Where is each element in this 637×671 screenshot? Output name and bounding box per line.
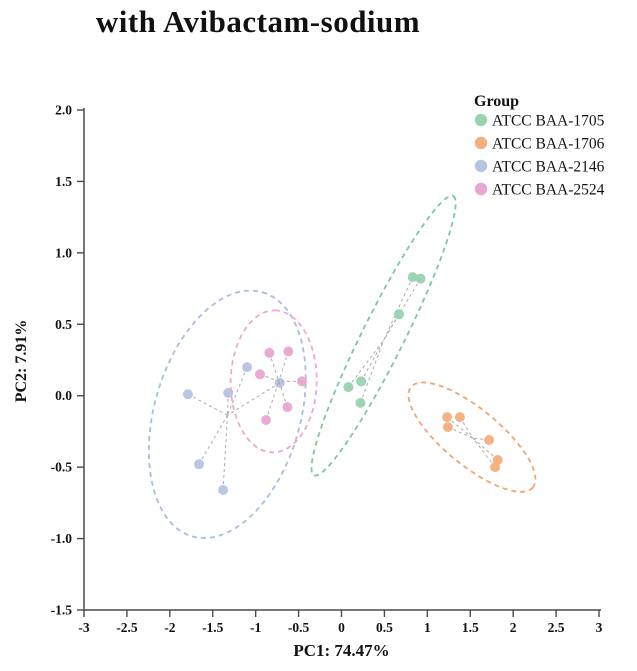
scatter-point-atcc-baa-1706 — [442, 422, 453, 433]
confidence-ellipse-atcc-baa-1705 — [310, 194, 457, 477]
x-tick-label: -1.5 — [202, 620, 224, 635]
scatter-point-atcc-baa-1705 — [343, 382, 354, 393]
x-tick-label: 2 — [510, 620, 517, 635]
scatter-point-atcc-baa-1705 — [415, 273, 426, 284]
spider-line — [227, 366, 248, 416]
spider-line — [347, 339, 385, 388]
scatter-point-atcc-baa-2146 — [218, 485, 229, 495]
legend-swatch-atcc-baa-2146 — [474, 159, 488, 173]
x-tick-label: -1 — [250, 620, 261, 635]
spider-line — [383, 314, 400, 341]
y-tick-label: 1.5 — [55, 174, 72, 189]
confidence-ellipse-atcc-baa-2524 — [229, 309, 318, 454]
spider-line — [360, 339, 385, 382]
scatter-point-atcc-baa-1706 — [442, 412, 453, 423]
y-tick-label: -1.5 — [51, 603, 73, 618]
scatter-point-atcc-baa-2524 — [283, 346, 294, 357]
spider-line — [459, 416, 474, 439]
x-tick-label: 0 — [338, 620, 345, 635]
legend-swatch-atcc-baa-1706 — [474, 136, 488, 150]
scatter-point-atcc-baa-2146 — [242, 362, 253, 373]
legend-title: Group — [474, 93, 519, 110]
y-tick-label: 2.0 — [55, 103, 72, 118]
legend-swatch-atcc-baa-1705 — [474, 113, 488, 127]
spider-line — [227, 382, 280, 416]
x-tick-label: -0.5 — [288, 620, 310, 635]
spider-line — [278, 381, 288, 408]
scatter-point-atcc-baa-2524 — [297, 376, 307, 387]
scatter-point-atcc-baa-1706 — [454, 412, 465, 423]
spider-line — [265, 381, 280, 421]
x-tick-label: 0.5 — [376, 620, 393, 635]
y-tick-label: -1.0 — [51, 531, 73, 546]
scatter-point-atcc-baa-2524 — [264, 347, 275, 358]
spider-line — [198, 414, 228, 465]
scatter-point-atcc-baa-1705 — [394, 309, 404, 320]
spider-line — [359, 340, 385, 404]
scatter-point-atcc-baa-2146 — [182, 389, 193, 400]
x-tick-label: 3 — [596, 620, 603, 635]
legend-label-atcc-baa-2524: ATCC BAA-2524 — [492, 182, 605, 199]
x-tick-label: -2.5 — [116, 620, 138, 635]
scatter-point-atcc-baa-2146 — [194, 459, 204, 470]
legend-label-atcc-baa-2146: ATCC BAA-2146 — [492, 159, 605, 176]
scatter-point-atcc-baa-1706 — [484, 435, 495, 445]
spider-line — [187, 393, 228, 416]
scatter-point-atcc-baa-2524 — [261, 415, 271, 425]
spider-line — [268, 352, 280, 382]
x-tick-label: 1.5 — [462, 620, 479, 635]
spider-line — [383, 276, 414, 341]
legend-label-atcc-baa-1706: ATCC BAA-1706 — [492, 136, 605, 153]
legend-label-atcc-baa-1705: ATCC BAA-1705 — [492, 113, 605, 130]
spider-line — [472, 437, 496, 468]
y-tick-label: 1.0 — [55, 245, 72, 260]
x-axis-label: PC1: 74.47% — [293, 641, 390, 660]
y-tick-label: -0.5 — [51, 460, 73, 475]
scatter-point-atcc-baa-1705 — [355, 397, 366, 408]
confidence-ellipse-atcc-baa-2146 — [147, 289, 307, 539]
confidence-ellipse-atcc-baa-1706 — [407, 381, 537, 493]
y-tick-label: 0.0 — [55, 388, 72, 403]
scatter-point-atcc-baa-2524 — [282, 402, 293, 413]
figure-title: with Avibactam-sodium — [95, 4, 421, 39]
x-tick-label: 1 — [424, 620, 431, 635]
spider-line — [447, 426, 474, 439]
spider-line — [226, 392, 229, 416]
scatter-point-atcc-baa-2524 — [255, 369, 265, 380]
scatter-point-atcc-baa-1705 — [356, 376, 367, 387]
x-tick-label: -2 — [164, 620, 175, 635]
y-tick-label: 0.5 — [55, 317, 72, 332]
spider-line — [222, 415, 228, 491]
legend-swatch-atcc-baa-2524 — [474, 182, 488, 196]
x-tick-label: -3 — [78, 620, 89, 635]
spider-line — [278, 351, 289, 382]
scatter-point-atcc-baa-1706 — [490, 462, 501, 473]
y-axis-label: PC2: 7.91% — [13, 319, 30, 403]
x-tick-label: 2.5 — [548, 620, 565, 635]
scatter-point-atcc-baa-1705 — [407, 272, 418, 283]
